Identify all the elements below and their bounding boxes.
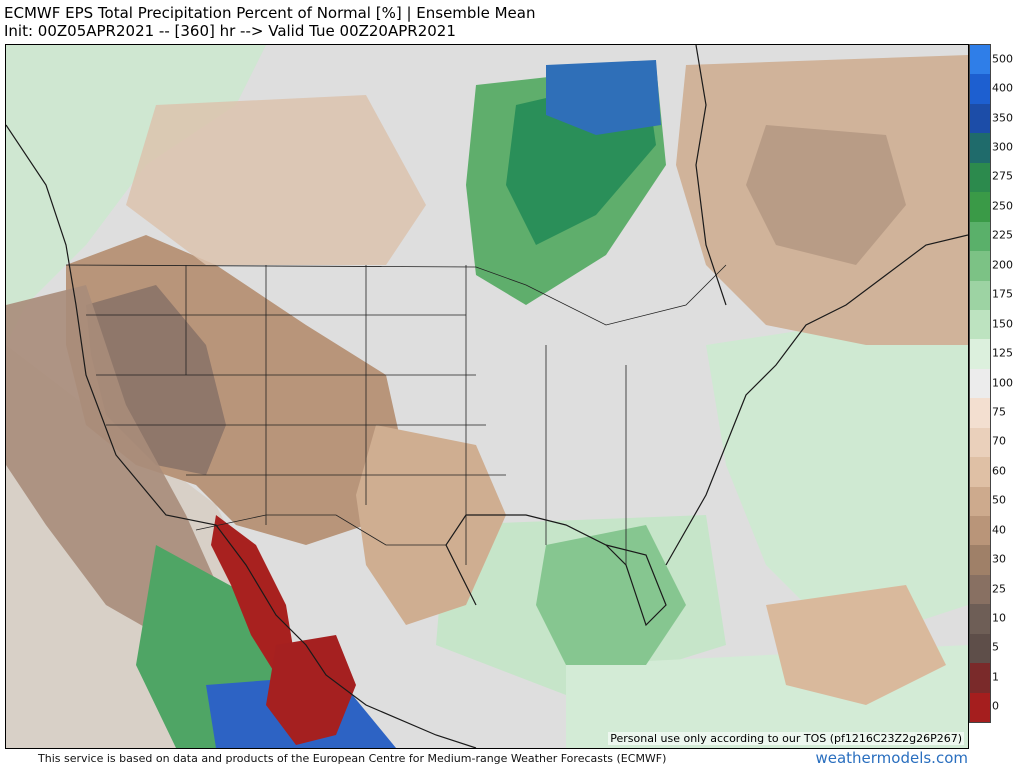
coastlines xyxy=(6,45,968,748)
colorbar-tick-label: 500 xyxy=(992,52,1013,66)
atlantic-dry-patch xyxy=(766,585,946,705)
colorbar-segment xyxy=(970,103,990,134)
brand-link[interactable]: weathermodels.com xyxy=(815,749,968,767)
colorbar-segment xyxy=(970,45,990,75)
colorbar-tick-label: 250 xyxy=(992,199,1013,213)
colorbar-segment xyxy=(970,162,990,193)
colorbar-segment xyxy=(970,457,990,487)
colorbar-segment xyxy=(970,74,990,104)
colorbar-segment xyxy=(970,221,990,252)
colorbar-tick-label: 125 xyxy=(992,346,1013,360)
colorbar-segment xyxy=(970,516,990,546)
map-canvas xyxy=(6,45,968,748)
atlantic-wash xyxy=(706,305,968,645)
colorbar-segment xyxy=(970,486,990,516)
tos-notice: Personal use only according to our TOS (… xyxy=(608,732,964,745)
colorbar-segment xyxy=(970,604,990,634)
colorbar-tick-label: 200 xyxy=(992,258,1013,272)
quebec-dry-core xyxy=(746,125,906,265)
colorbar-tick-label: 10 xyxy=(992,611,1006,625)
colorbar-tick-label: 100 xyxy=(992,376,1013,389)
colorbar-tick-label: 275 xyxy=(992,169,1013,183)
colorbar-tick-label: 300 xyxy=(992,140,1013,154)
map-subtitle: Init: 00Z05APR2021 -- [360] hr --> Valid… xyxy=(4,22,456,40)
colorbar-tick-label: 5 xyxy=(992,640,999,654)
colorbar-segment xyxy=(970,663,990,693)
borders xyxy=(65,264,727,565)
gulf-california-red xyxy=(211,515,296,675)
colorbar-segment xyxy=(970,574,990,605)
colorbar-segment xyxy=(970,133,990,163)
colorbar-segment xyxy=(970,692,990,723)
southern-mexico-red xyxy=(266,635,356,745)
colorbar-tick-label: 350 xyxy=(992,111,1013,125)
colorbar-tick-label: 0 xyxy=(992,699,999,713)
colorbar-tick-label: 30 xyxy=(992,552,1006,566)
precipitation-map[interactable]: Personal use only according to our TOS (… xyxy=(5,44,969,749)
colorbar-tick-label: 150 xyxy=(992,317,1013,331)
colorbar xyxy=(969,44,991,723)
hudson-blue-core xyxy=(546,60,661,135)
colorbar-segment xyxy=(970,398,990,428)
colorbar-segment xyxy=(970,545,990,575)
colorbar-tick-label: 225 xyxy=(992,228,1013,242)
map-title: ECMWF EPS Total Precipitation Percent of… xyxy=(4,4,536,22)
colorbar-segment xyxy=(970,339,990,369)
colorbar-tick-label: 175 xyxy=(992,287,1013,301)
footer-attribution: This service is based on data and produc… xyxy=(38,752,667,765)
colorbar-segment xyxy=(970,427,990,458)
colorbar-tick-label: 75 xyxy=(992,405,1006,419)
colorbar-segment xyxy=(970,309,990,340)
canada-dry-region xyxy=(126,95,426,265)
colorbar-tick-label: 1 xyxy=(992,670,999,684)
colorbar-segment xyxy=(970,192,990,222)
colorbar-segment xyxy=(970,368,990,399)
colorbar-segment xyxy=(970,251,990,281)
colorbar-tick-label: 60 xyxy=(992,464,1006,478)
colorbar-tick-label: 40 xyxy=(992,523,1006,537)
colorbar-tick-label: 50 xyxy=(992,493,1006,507)
colorbar-tick-label: 70 xyxy=(992,434,1006,448)
colorbar-tick-label: 400 xyxy=(992,81,1013,95)
colorbar-segment xyxy=(970,633,990,664)
colorbar-tick-label: 25 xyxy=(992,582,1006,596)
colorbar-segment xyxy=(970,280,990,310)
